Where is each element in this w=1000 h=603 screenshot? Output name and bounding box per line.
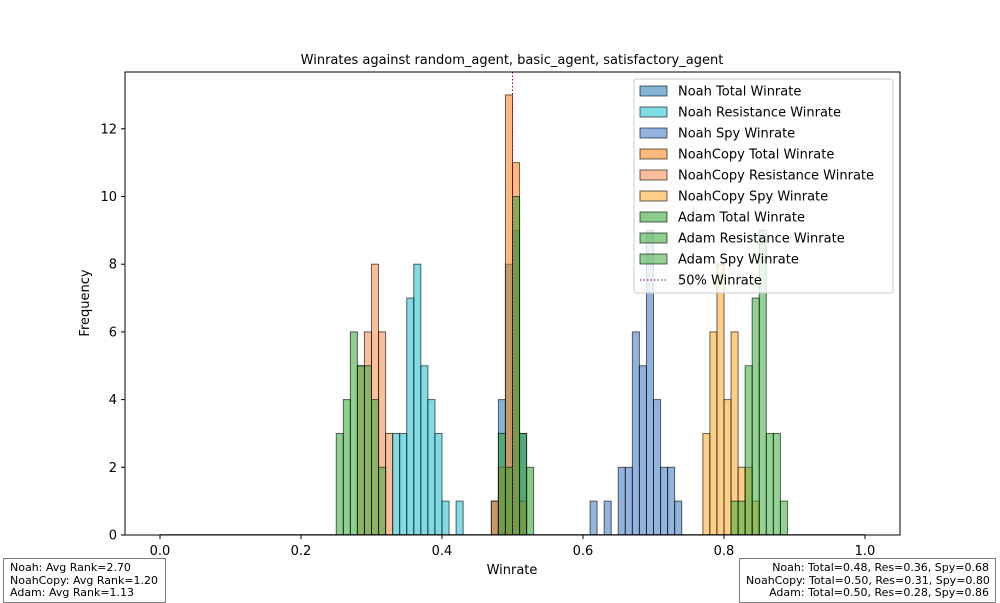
adam-resistance-winrate-bar	[335, 432, 344, 536]
noahcopy-total-winrate-bar	[490, 500, 499, 536]
legend-frame	[633, 78, 894, 294]
legend-label: Adam Total Winrate	[678, 211, 805, 226]
legend-label: 50% Winrate	[678, 274, 762, 289]
noah-resistance-winrate-bar	[455, 500, 464, 536]
noah-resistance-winrate-bar	[413, 263, 422, 536]
y-axis: 0 2 4 6 8 10 12	[100, 122, 125, 544]
legend-label: Noah Spy Winrate	[678, 127, 795, 142]
adam-total-winrate-bar	[497, 432, 506, 536]
legend-swatch	[639, 169, 668, 181]
x-axis: 0.0 0.2 0.4 0.6 0.8 1.0	[150, 535, 876, 559]
noah-spy-winrate-bar	[638, 365, 647, 536]
legend-swatch	[639, 85, 668, 97]
legend-swatch	[639, 190, 668, 202]
winrate-summary-line: Adam: Total=0.50, Res=0.28, Spy=0.86	[769, 586, 989, 599]
adam-spy-winrate-bar	[730, 500, 739, 536]
noahcopy-spy-winrate-bar	[723, 399, 732, 536]
noah-resistance-winrate-bar	[427, 399, 436, 536]
winrate-summary-box: Noah: Total=0.48, Res=0.36, Spy=0.68 Noa…	[739, 558, 996, 603]
y-tick-label: 8	[109, 258, 117, 273]
legend-label: NoahCopy Total Winrate	[678, 148, 834, 163]
noah-resistance-winrate-bar	[406, 297, 415, 536]
legend-swatch	[639, 106, 668, 118]
x-tick-label: 1.0	[855, 544, 876, 559]
adam-spy-winrate-bar	[772, 432, 781, 536]
legend-swatch	[639, 127, 668, 139]
adam-spy-winrate-bar	[737, 500, 746, 536]
adam-resistance-winrate-bar	[349, 331, 358, 536]
avg-rank-line: Noah: Avg Rank=2.70	[10, 561, 131, 574]
noah-resistance-winrate-bar	[420, 365, 429, 536]
adam-spy-winrate-bar	[744, 365, 753, 536]
x-tick-label: 0.0	[150, 544, 171, 559]
legend-label: Noah Total Winrate	[678, 85, 801, 100]
adam-total-winrate-bar	[512, 196, 521, 536]
y-axis-label: Frequency	[78, 269, 93, 336]
adam-spy-winrate-bar	[779, 500, 788, 536]
x-tick-label: 0.8	[714, 544, 735, 559]
adam-total-winrate-bar	[526, 466, 535, 536]
y-tick-label: 10	[100, 190, 117, 205]
y-tick-label: 2	[109, 461, 117, 476]
legend-label: Adam Spy Winrate	[678, 253, 799, 268]
avg-rank-box: Noah: Avg Rank=2.70 NoahCopy: Avg Rank=1…	[3, 558, 166, 603]
adam-total-winrate-bar	[504, 466, 514, 536]
y-tick-label: 12	[100, 122, 117, 137]
chart-title: Winrates against random_agent, basic_age…	[301, 53, 724, 68]
adam-total-winrate-bar	[519, 432, 528, 536]
noah-spy-winrate-bar	[603, 500, 612, 536]
legend-swatch	[639, 232, 668, 244]
legend-swatch	[639, 211, 668, 223]
noah-resistance-winrate-bar	[441, 500, 450, 536]
legend-label: NoahCopy Spy Winrate	[678, 190, 828, 205]
plot-frame	[124, 71, 901, 536]
adam-spy-winrate-bar	[765, 432, 774, 536]
adam-resistance-winrate-bar	[356, 365, 365, 536]
noah-spy-winrate-bar	[631, 331, 640, 536]
adam-resistance-winrate-bar	[371, 399, 380, 536]
avg-rank-line: Adam: Avg Rank=1.13	[10, 586, 135, 599]
adam-resistance-winrate-bar	[378, 466, 387, 536]
legend-swatch	[639, 253, 668, 265]
legend-label: Adam Resistance Winrate	[678, 232, 845, 247]
legend-label: Noah Resistance Winrate	[678, 106, 841, 121]
legend-label: NoahCopy Resistance Winrate	[678, 169, 874, 184]
noahcopy-resistance-winrate-bar	[385, 432, 394, 536]
y-tick-label: 0	[109, 529, 117, 544]
legend: Noah Total Winrate Noah Resistance Winrat…	[633, 78, 894, 294]
noah-spy-winrate-bar	[660, 466, 669, 536]
y-tick-label: 6	[109, 325, 117, 340]
noahcopy-spy-winrate-bar	[702, 432, 711, 536]
y-tick-label: 4	[109, 393, 117, 408]
noah-spy-winrate-bar	[617, 466, 626, 536]
adam-spy-winrate-bar	[751, 297, 760, 536]
noahcopy-spy-winrate-bar	[709, 331, 718, 536]
x-tick-label: 0.6	[573, 544, 594, 559]
x-tick-label: 0.4	[432, 544, 453, 559]
noah-spy-winrate-bar	[624, 466, 633, 536]
x-axis-label: Winrate	[487, 563, 538, 578]
noah-resistance-winrate-bar	[392, 432, 401, 536]
noahcopy-spy-winrate-bar	[716, 263, 725, 536]
avg-rank-line: NoahCopy: Avg Rank=1.20	[10, 573, 159, 587]
legend-swatch	[639, 148, 668, 160]
bars-layer	[160, 94, 865, 536]
adam-resistance-winrate-bar	[342, 399, 351, 536]
noah-resistance-winrate-bar	[399, 432, 408, 536]
noah-spy-winrate-bar	[653, 399, 662, 536]
winrate-summary-line: Noah: Total=0.48, Res=0.36, Spy=0.68	[772, 561, 989, 574]
noah-spy-winrate-bar	[667, 466, 676, 536]
adam-resistance-winrate-bar	[363, 365, 373, 536]
noah-resistance-winrate-bar	[434, 432, 443, 536]
noah-spy-winrate-bar	[589, 500, 598, 536]
winrate-summary-line: NoahCopy: Total=0.50, Res=0.31, Spy=0.80	[746, 573, 990, 587]
x-tick-label: 0.2	[291, 544, 312, 559]
noah-spy-winrate-bar	[674, 500, 683, 536]
